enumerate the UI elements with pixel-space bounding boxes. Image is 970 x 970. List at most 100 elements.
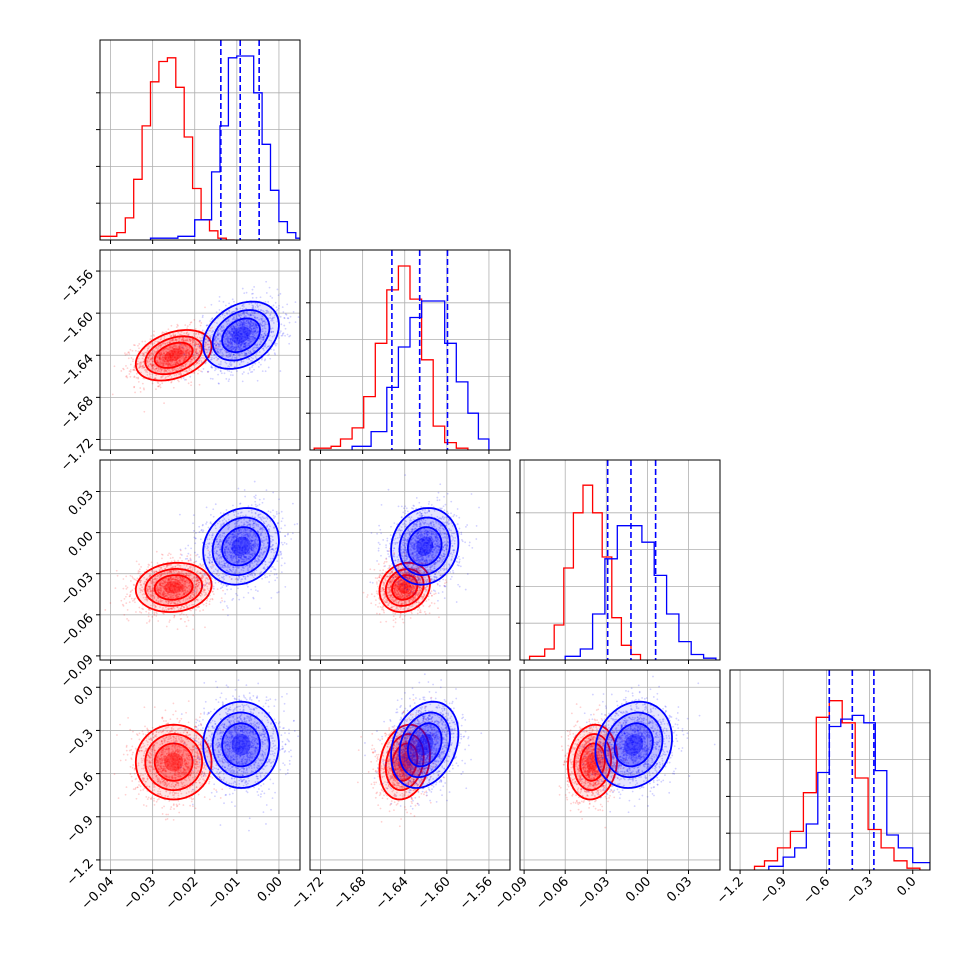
- sample-point: [133, 344, 135, 346]
- sample-point: [215, 336, 218, 339]
- sample-point: [199, 339, 202, 342]
- sample-point: [104, 609, 107, 611]
- sample-point: [196, 361, 199, 363]
- sample-point: [177, 337, 180, 340]
- sample-point: [181, 343, 184, 346]
- sample-point: [171, 338, 174, 341]
- sample-point: [129, 580, 132, 582]
- sample-point: [253, 326, 256, 328]
- sample-point: [167, 348, 170, 351]
- sample-point: [189, 554, 192, 556]
- sample-point: [138, 367, 140, 370]
- sample-point: [178, 380, 180, 383]
- sample-point: [192, 628, 194, 631]
- sample-point: [181, 346, 183, 349]
- sample-point: [184, 365, 187, 367]
- sample-point: [283, 316, 286, 319]
- sample-point: [171, 358, 174, 361]
- sample-point: [159, 358, 161, 361]
- sample-point: [125, 375, 127, 378]
- sample-point: [263, 332, 266, 335]
- sample-point: [285, 313, 288, 316]
- sample-point: [125, 602, 128, 605]
- sample-point: [219, 587, 222, 590]
- sample-point: [144, 369, 146, 371]
- sample-point: [275, 342, 278, 345]
- sample-point: [171, 358, 173, 361]
- sample-point: [231, 298, 234, 301]
- sample-point: [184, 344, 187, 347]
- sample-point: [247, 342, 250, 345]
- sample-point: [182, 365, 185, 367]
- sample-point: [178, 359, 181, 361]
- sample-point: [134, 601, 136, 604]
- sample-point: [192, 522, 194, 525]
- sample-point: [196, 362, 198, 365]
- sample-point: [178, 346, 180, 348]
- sample-point: [177, 355, 180, 357]
- sample-point: [115, 569, 118, 572]
- sample-point: [154, 377, 157, 380]
- sample-point: [164, 362, 167, 365]
- sample-point: [139, 390, 142, 393]
- sample-point: [255, 296, 258, 299]
- panel-1-0: [111, 280, 300, 413]
- sample-point: [129, 375, 132, 378]
- sample-point: [141, 367, 143, 369]
- sample-point: [169, 347, 172, 349]
- sample-point: [169, 359, 172, 361]
- sample-point: [127, 619, 130, 622]
- sample-point: [216, 346, 219, 348]
- sample-point: [173, 347, 176, 350]
- sample-point: [194, 363, 197, 366]
- sample-point: [239, 326, 242, 328]
- sample-point: [183, 357, 186, 360]
- sample-point: [180, 346, 183, 348]
- sample-point: [176, 362, 179, 365]
- sample-point: [124, 352, 126, 355]
- sample-point: [201, 370, 204, 373]
- sample-point: [171, 350, 174, 352]
- sample-point: [185, 356, 188, 359]
- sample-point: [122, 604, 125, 607]
- sample-point: [164, 357, 167, 359]
- sample-point: [182, 348, 184, 350]
- sample-point: [160, 368, 162, 370]
- sample-point: [193, 343, 196, 346]
- sample-point: [170, 362, 173, 365]
- sample-point: [193, 357, 196, 360]
- sample-point: [179, 371, 182, 374]
- sample-point: [186, 351, 189, 353]
- sample-point: [260, 341, 262, 344]
- sample-point: [182, 339, 185, 341]
- sample-point: [173, 356, 176, 359]
- sample-point: [152, 334, 155, 336]
- sample-point: [198, 345, 201, 348]
- sample-point: [176, 361, 178, 364]
- sample-point: [230, 345, 233, 348]
- sample-point: [160, 351, 163, 354]
- sample-point: [245, 341, 248, 344]
- sample-point: [172, 354, 175, 356]
- sample-point: [206, 343, 209, 346]
- sample-point: [153, 368, 155, 371]
- sample-point: [193, 319, 196, 321]
- sample-point: [186, 555, 189, 558]
- sample-point: [174, 350, 176, 353]
- sample-point: [167, 364, 170, 366]
- sample-point: [204, 358, 207, 361]
- sample-point: [176, 628, 179, 631]
- sample-point: [174, 347, 177, 350]
- sample-point: [151, 364, 154, 367]
- sample-point: [211, 326, 214, 329]
- sample-point: [158, 358, 161, 361]
- sample-point: [237, 587, 239, 590]
- sample-point: [180, 333, 182, 336]
- sample-point: [166, 351, 169, 354]
- sample-point: [149, 358, 152, 361]
- sample-point: [180, 612, 183, 615]
- sample-point: [278, 498, 280, 501]
- sample-point: [156, 361, 158, 364]
- sample-point: [272, 491, 275, 494]
- sample-point: [247, 372, 250, 375]
